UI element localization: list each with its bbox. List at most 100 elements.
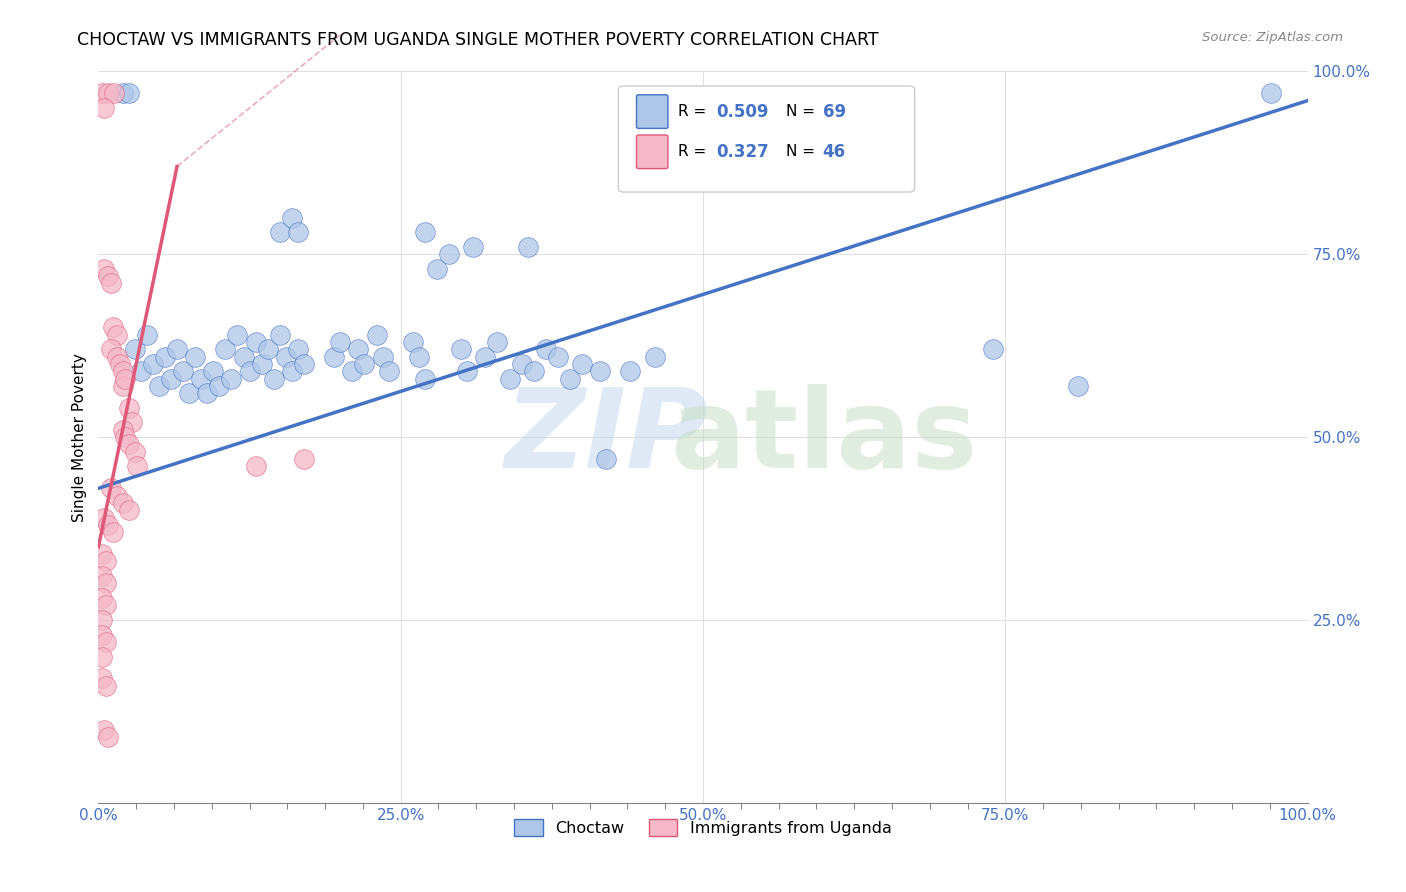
Point <box>413 225 436 239</box>
Text: R =: R = <box>678 104 710 120</box>
Point <box>245 459 267 474</box>
Point <box>114 430 136 444</box>
Point <box>91 627 114 641</box>
Point <box>1067 379 1090 393</box>
Point <box>105 489 128 503</box>
Point <box>516 240 538 254</box>
Text: N =: N = <box>786 104 820 120</box>
Point <box>510 357 533 371</box>
Point <box>91 672 114 686</box>
FancyBboxPatch shape <box>637 95 668 128</box>
Point <box>245 334 267 349</box>
Point <box>366 327 388 342</box>
Point <box>166 343 188 357</box>
Point <box>179 386 201 401</box>
Point <box>94 554 117 568</box>
Point <box>644 350 666 364</box>
Point <box>94 576 117 591</box>
Point <box>93 261 115 276</box>
Point <box>1260 87 1282 101</box>
Point <box>547 350 569 364</box>
Text: ZIP: ZIP <box>505 384 709 491</box>
Point <box>111 364 134 378</box>
Point <box>105 350 128 364</box>
Point <box>97 730 120 744</box>
Point <box>256 343 278 357</box>
Point <box>226 327 249 342</box>
Point <box>474 350 496 364</box>
Point <box>129 364 152 378</box>
Point <box>377 364 399 378</box>
Point <box>91 649 114 664</box>
Point <box>202 364 225 378</box>
Point <box>94 635 117 649</box>
Point <box>118 87 141 101</box>
Point <box>124 343 146 357</box>
Point <box>413 371 436 385</box>
Point <box>269 327 291 342</box>
Point <box>101 320 124 334</box>
Point <box>127 459 149 474</box>
Point <box>408 350 430 364</box>
Point <box>100 343 122 357</box>
Point <box>463 240 485 254</box>
Point <box>486 334 509 349</box>
Point <box>287 343 309 357</box>
Point <box>287 225 309 239</box>
Text: R =: R = <box>678 145 710 160</box>
Point <box>91 569 114 583</box>
Point <box>97 87 120 101</box>
Text: 46: 46 <box>823 143 846 161</box>
Point <box>534 343 557 357</box>
Point <box>105 327 128 342</box>
Point <box>558 371 581 385</box>
Point <box>208 379 231 393</box>
Point <box>160 371 183 385</box>
Point <box>142 357 165 371</box>
Legend: Choctaw, Immigrants from Uganda: Choctaw, Immigrants from Uganda <box>508 813 898 842</box>
Point <box>437 247 460 261</box>
Text: CHOCTAW VS IMMIGRANTS FROM UGANDA SINGLE MOTHER POVERTY CORRELATION CHART: CHOCTAW VS IMMIGRANTS FROM UGANDA SINGLE… <box>77 31 879 49</box>
Point <box>214 343 236 357</box>
Point <box>172 364 194 378</box>
Point <box>91 547 114 561</box>
Point <box>523 364 546 378</box>
Point <box>97 269 120 284</box>
Point <box>263 371 285 385</box>
Point <box>353 357 375 371</box>
Point <box>323 350 346 364</box>
Point <box>93 510 115 524</box>
Point <box>135 327 157 342</box>
Point <box>329 334 352 349</box>
Point <box>124 444 146 458</box>
Point <box>93 723 115 737</box>
Text: 0.509: 0.509 <box>716 103 769 120</box>
Point <box>94 599 117 613</box>
Point <box>292 357 315 371</box>
Point <box>450 343 472 357</box>
Point <box>981 343 1004 357</box>
Point <box>153 350 176 364</box>
Point <box>589 364 612 378</box>
Point <box>456 364 478 378</box>
Point <box>292 452 315 467</box>
FancyBboxPatch shape <box>619 86 915 192</box>
Text: Source: ZipAtlas.com: Source: ZipAtlas.com <box>1202 31 1343 45</box>
Y-axis label: Single Mother Poverty: Single Mother Poverty <box>72 352 87 522</box>
Point <box>101 525 124 540</box>
Point <box>148 379 170 393</box>
Point <box>571 357 593 371</box>
Point <box>111 87 134 101</box>
Point <box>108 357 131 371</box>
Point <box>232 350 254 364</box>
Point <box>118 401 141 415</box>
Text: N =: N = <box>786 145 820 160</box>
Point <box>184 350 207 364</box>
Point <box>595 452 617 467</box>
Point <box>111 423 134 437</box>
Point <box>250 357 273 371</box>
Point <box>498 371 520 385</box>
Point <box>371 350 394 364</box>
Point <box>91 87 114 101</box>
Point <box>103 87 125 101</box>
